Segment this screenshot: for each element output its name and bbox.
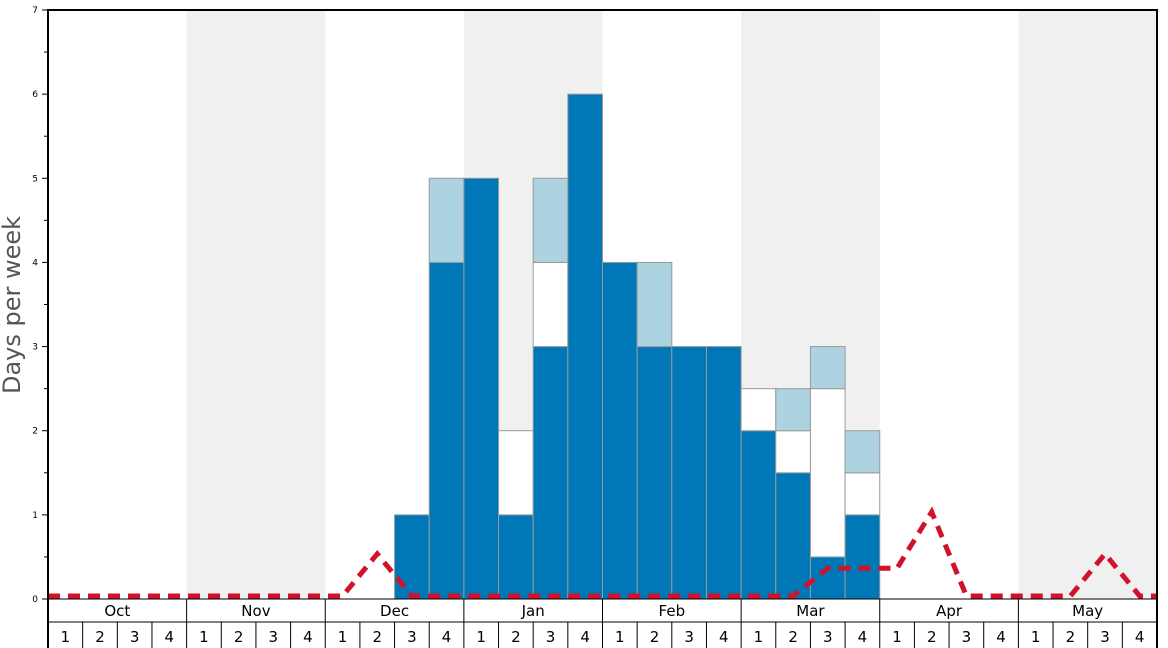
bar-segment — [740, 388, 777, 432]
plot-frame — [47, 9, 1158, 648]
y-tick-label: 3 — [32, 343, 38, 353]
month-shade-nov — [186, 10, 326, 599]
bar-segment — [567, 93, 603, 600]
bar-segment — [705, 346, 742, 600]
week-label: 1 — [199, 628, 209, 646]
bar-segment — [532, 261, 569, 348]
week-label: 3 — [268, 628, 278, 646]
week-label: 2 — [511, 628, 521, 646]
month-label-jan: Jan — [521, 602, 545, 620]
week-label: 2 — [1066, 628, 1076, 646]
bar-segment — [809, 388, 846, 558]
bar-segment — [498, 514, 534, 600]
bar-segment — [775, 388, 811, 432]
month-label-nov: Nov — [241, 602, 270, 620]
bar-segment — [809, 556, 846, 600]
week-label: 3 — [130, 628, 140, 646]
month-label-feb: Feb — [659, 602, 686, 620]
week-label: 1 — [1031, 628, 1041, 646]
bar-segment — [394, 514, 430, 600]
month-label-may: May — [1072, 602, 1103, 620]
bar-segment — [844, 430, 881, 474]
bar-segment — [428, 177, 465, 263]
y-tick-label: 2 — [32, 427, 38, 437]
bar-segment — [498, 430, 534, 516]
y-axis-label: Days per week — [0, 216, 26, 394]
month-label-dec: Dec — [380, 602, 409, 620]
week-label: 3 — [823, 628, 833, 646]
bar-segment — [636, 261, 673, 348]
week-label: 4 — [165, 628, 175, 646]
week-label: 3 — [546, 628, 556, 646]
week-label: 3 — [962, 628, 972, 646]
month-label-apr: Apr — [936, 602, 963, 620]
week-label: 2 — [372, 628, 382, 646]
stacked-bars — [394, 93, 881, 600]
week-label: 2 — [95, 628, 105, 646]
y-tick-label: 7 — [32, 6, 38, 16]
week-label: 4 — [719, 628, 729, 646]
x-axis: Oct 1 2 3 4 Nov 1 2 3 4 Dec 1 2 3 4 Jan 1 2 3 4 Feb 1 2 3 4 Mar 1 2… — [47, 598, 1157, 648]
bar-segment — [532, 177, 569, 263]
y-tick-label: 5 — [32, 174, 38, 184]
y-tick-label: 6 — [32, 90, 38, 100]
week-label: 1 — [338, 628, 348, 646]
week-label: 3 — [407, 628, 417, 646]
week-label: 1 — [892, 628, 902, 646]
bar-segment — [602, 261, 638, 600]
y-tick-label: 1 — [32, 511, 38, 521]
bar-segment — [463, 177, 500, 600]
bar-segment — [636, 346, 673, 600]
week-label: 3 — [1100, 628, 1110, 646]
week-label: 4 — [442, 628, 452, 646]
bar-segment — [844, 472, 881, 516]
week-label: 2 — [788, 628, 798, 646]
y-tick-label: 4 — [32, 258, 38, 268]
week-label: 1 — [615, 628, 625, 646]
week-label: 4 — [858, 628, 868, 646]
week-label: 4 — [580, 628, 590, 646]
week-label: 2 — [927, 628, 937, 646]
month-label-oct: Oct — [104, 602, 130, 620]
week-label: 4 — [1135, 628, 1145, 646]
week-label: 2 — [650, 628, 660, 646]
bar-segment — [844, 514, 881, 600]
bar-segment — [809, 346, 846, 390]
week-label: 3 — [684, 628, 694, 646]
bar-segment — [740, 430, 777, 600]
bar-segment — [775, 472, 811, 600]
week-label: 4 — [996, 628, 1006, 646]
week-label: 2 — [234, 628, 244, 646]
week-label: 1 — [61, 628, 71, 646]
bar-segment — [775, 430, 811, 474]
y-axis: 0 1 2 3 4 5 6 7 — [32, 6, 48, 605]
bar-segment — [671, 346, 707, 600]
month-label-mar: Mar — [796, 602, 825, 620]
bar-segment — [428, 261, 465, 600]
y-tick-label: 0 — [32, 595, 38, 605]
week-label: 4 — [303, 628, 313, 646]
week-label: 1 — [754, 628, 764, 646]
week-label: 1 — [476, 628, 486, 646]
bar-segment — [532, 346, 569, 600]
month-shade-may — [1018, 10, 1157, 599]
